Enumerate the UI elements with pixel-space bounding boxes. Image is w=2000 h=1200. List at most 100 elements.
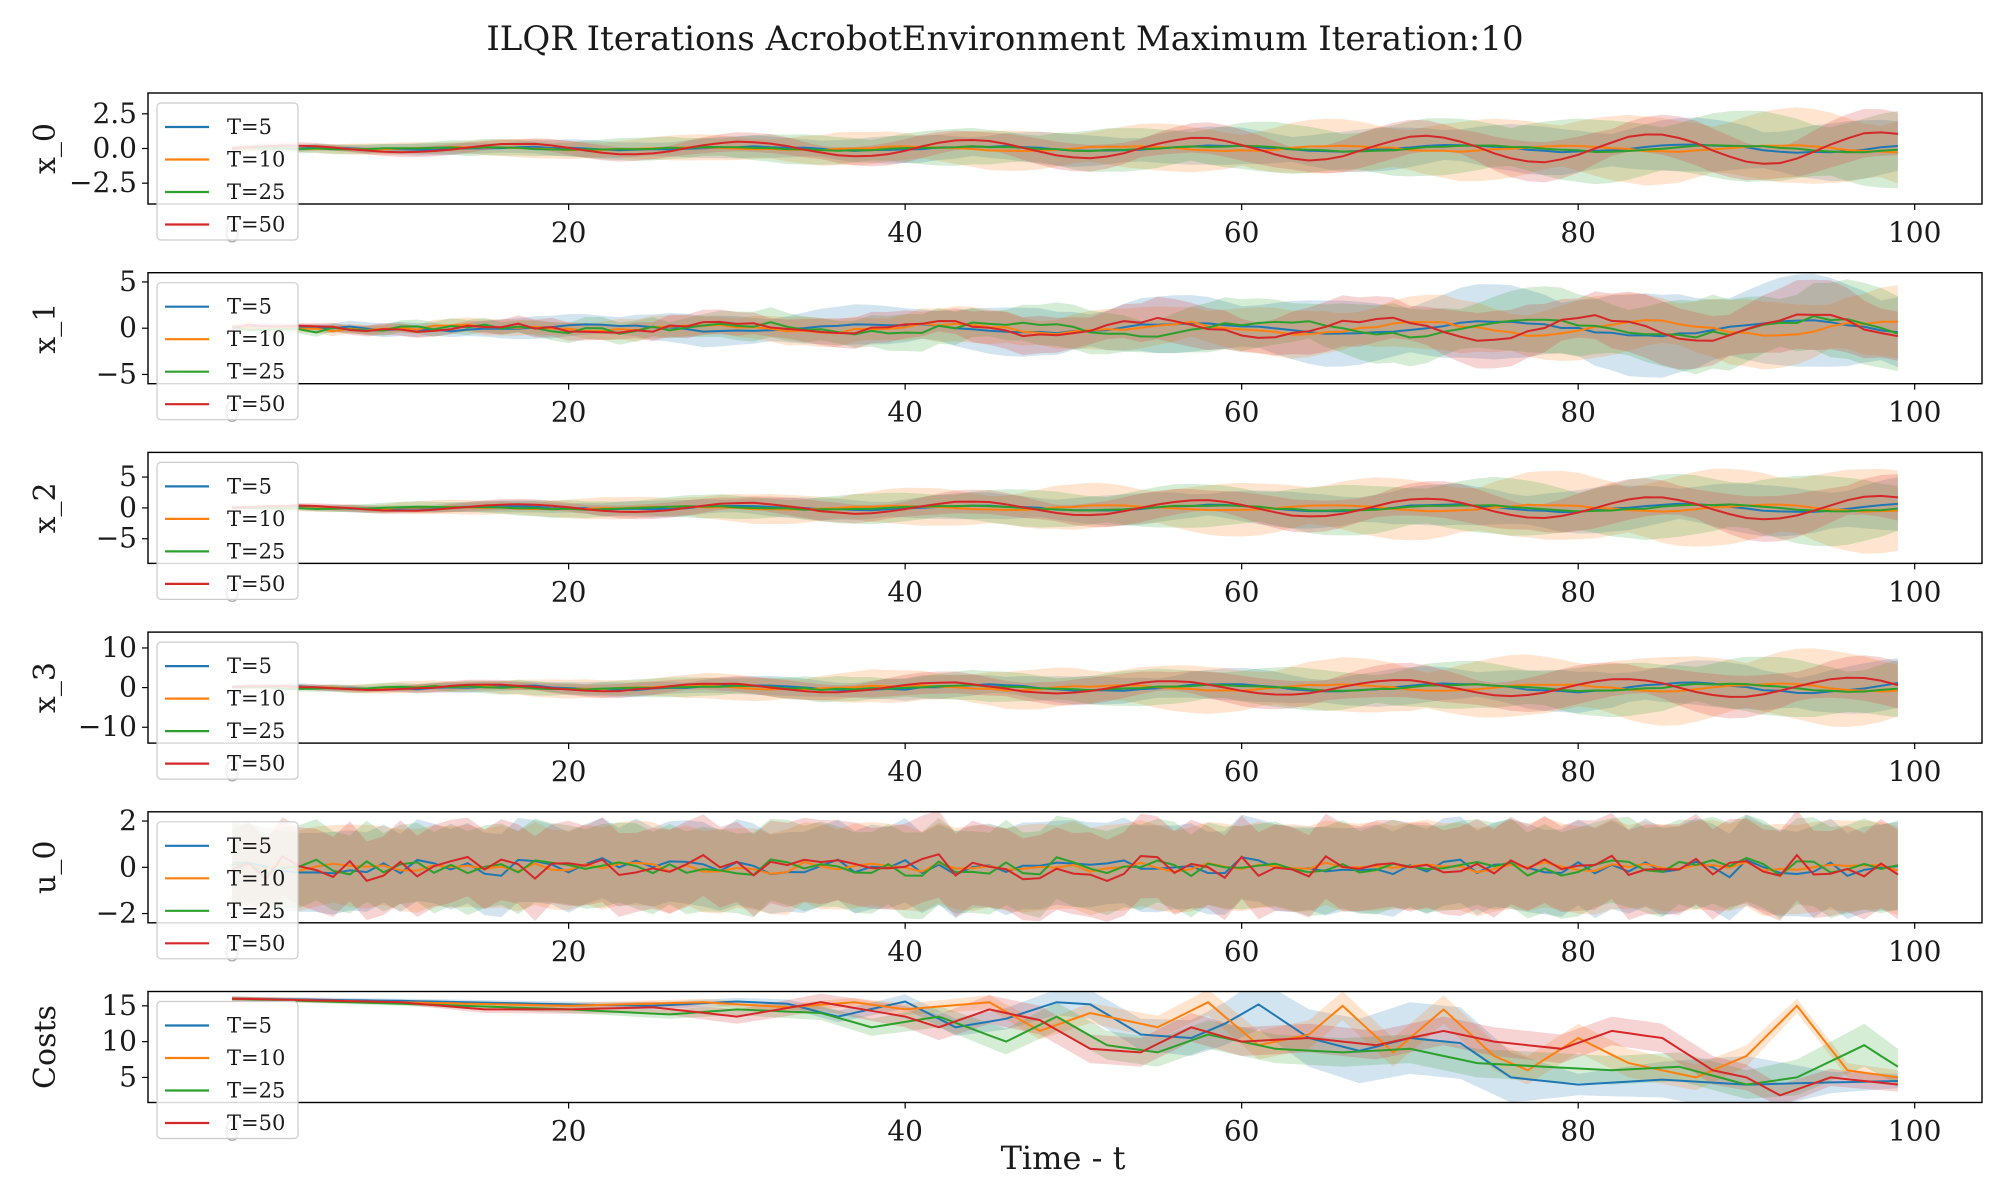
x-tick-label: 60 xyxy=(1224,575,1260,608)
band-T10 xyxy=(232,107,1898,186)
x-tick-label: 40 xyxy=(887,755,923,788)
legend: T=5 T=10 T=25 T=50 xyxy=(156,461,299,600)
x-tick-label: 60 xyxy=(1224,935,1260,968)
line-T25 xyxy=(231,315,1899,339)
legend-label: T=50 xyxy=(227,931,285,955)
x-tick-label: 100 xyxy=(1888,216,1941,249)
x-tick-label: 40 xyxy=(887,575,923,608)
legend-label: T=25 xyxy=(227,899,285,923)
x-tick-label: 40 xyxy=(887,1115,923,1148)
x-tick-label: 60 xyxy=(1224,1115,1260,1148)
legend-label: T=50 xyxy=(227,213,285,237)
x-tick-label: 80 xyxy=(1560,1115,1596,1148)
y-tick-label: −2 xyxy=(96,897,137,930)
line-T25 xyxy=(232,503,1899,513)
x-tick-label: 100 xyxy=(1888,575,1941,608)
chart-title: ILQR Iterations AcrobotEnvironment Maxim… xyxy=(486,19,1523,59)
legend-label: T=5 xyxy=(227,654,272,678)
panel-x-3: 100−10020406080100x_3T=5T=10T=25T=50 xyxy=(28,631,1983,788)
legend-label: T=50 xyxy=(227,1111,285,1135)
line-T50 xyxy=(231,853,1899,882)
y-tick-label: 5 xyxy=(119,460,137,493)
y-tick-label: 5 xyxy=(119,1060,137,1093)
x-tick-label: 80 xyxy=(1560,216,1596,249)
axes-frame xyxy=(147,990,1983,1104)
x-axis-label: Time - t xyxy=(1001,1139,1126,1177)
y-tick-label: 0 xyxy=(119,311,137,344)
panel-u-0: 20−2020406080100u_0T=5T=10T=25T=50 xyxy=(28,804,1983,968)
plot-area xyxy=(232,648,1899,727)
legend-box xyxy=(156,102,299,241)
band-T50 xyxy=(232,108,1898,183)
panel-x-2: 50−5020406080100x_2T=5T=10T=25T=50 xyxy=(28,451,1983,608)
x-tick-label: 20 xyxy=(551,216,587,249)
x-tick-label: 80 xyxy=(1560,575,1596,608)
legend-label: T=10 xyxy=(227,327,285,351)
y-tick-label: 0 xyxy=(119,671,137,704)
legend-box xyxy=(156,461,299,600)
plot-area xyxy=(231,274,1899,378)
y-tick-label: −2.5 xyxy=(69,166,137,199)
line-T50 xyxy=(231,131,1898,165)
band-T5 xyxy=(232,991,1898,1103)
legend-label: T=25 xyxy=(227,1079,285,1103)
x-tick-label: 100 xyxy=(1888,755,1941,788)
legend-label: T=25 xyxy=(227,360,285,384)
band-T10 xyxy=(232,285,1898,370)
line-T50 xyxy=(232,997,1899,1097)
legend-label: T=10 xyxy=(227,866,285,890)
x-tick-label: 20 xyxy=(551,935,587,968)
legend-label: T=50 xyxy=(227,572,285,596)
legend: T=5 T=10 T=25 T=50 xyxy=(156,641,299,780)
legend-box xyxy=(156,282,299,421)
legend-label: T=25 xyxy=(227,180,285,204)
x-tick-label: 40 xyxy=(887,216,923,249)
x-tick-label: 20 xyxy=(551,755,587,788)
line-T25 xyxy=(232,856,1899,878)
band-T50 xyxy=(232,993,1898,1103)
legend-label: T=10 xyxy=(227,148,285,172)
line-T50 xyxy=(232,494,1898,521)
line-T50 xyxy=(231,313,1899,342)
y-tick-label: 10 xyxy=(101,1025,137,1058)
line-T50 xyxy=(232,676,1899,698)
band-T25 xyxy=(232,279,1898,375)
x-tick-label: 80 xyxy=(1560,396,1596,429)
y-axis-label: x_1 xyxy=(28,303,63,354)
band-T10 xyxy=(232,648,1898,727)
line-T25 xyxy=(232,682,1898,693)
legend-label: T=5 xyxy=(227,115,272,139)
legend-label: T=5 xyxy=(227,834,272,858)
y-tick-label: −5 xyxy=(96,357,137,390)
y-tick-label: 0.0 xyxy=(92,132,137,165)
plot-area xyxy=(232,991,1899,1103)
y-axis-label: x_2 xyxy=(28,482,63,533)
legend: T=5 T=10 T=25 T=50 xyxy=(156,282,299,421)
legend: T=5 T=10 T=25 T=50 xyxy=(156,1000,299,1140)
y-tick-label: 2.5 xyxy=(92,97,137,130)
y-tick-label: 10 xyxy=(101,631,137,664)
legend-label: T=5 xyxy=(227,1014,272,1038)
panels: 2.50.0−2.5020406080100x_0T=5T=10T=25T=50… xyxy=(28,92,1983,1148)
y-tick-label: −5 xyxy=(96,522,137,555)
legend-label: T=10 xyxy=(227,687,285,711)
legend-label: T=10 xyxy=(227,1046,285,1070)
x-tick-label: 100 xyxy=(1888,935,1941,968)
legend-label: T=10 xyxy=(227,507,285,531)
legend-box xyxy=(156,1000,299,1140)
y-tick-label: 0 xyxy=(119,491,137,524)
x-tick-label: 40 xyxy=(887,935,923,968)
y-tick-label: 2 xyxy=(119,804,137,837)
x-tick-label: 40 xyxy=(887,396,923,429)
y-axis-label: u_0 xyxy=(28,841,63,894)
legend-label: T=5 xyxy=(227,295,272,319)
y-tick-label: 0 xyxy=(119,850,137,883)
x-tick-label: 20 xyxy=(551,396,587,429)
legend-label: T=25 xyxy=(227,539,285,563)
legend-label: T=50 xyxy=(227,392,285,416)
panel-x-1: 50−5020406080100x_1T=5T=10T=25T=50 xyxy=(28,265,1983,429)
panel-x-0: 2.50.0−2.5020406080100x_0T=5T=10T=25T=50 xyxy=(28,92,1983,249)
x-tick-label: 80 xyxy=(1560,755,1596,788)
legend-label: T=5 xyxy=(227,474,272,498)
